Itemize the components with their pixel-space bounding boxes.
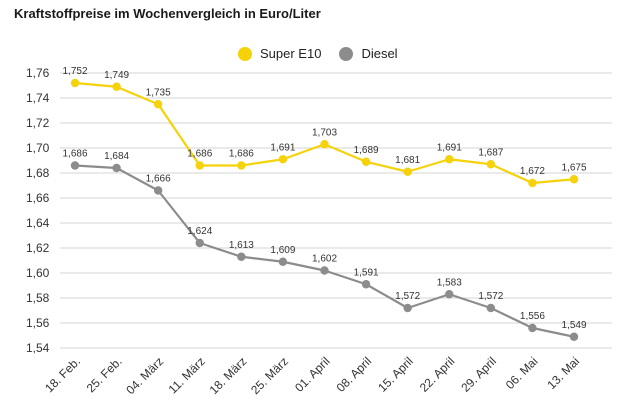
- data-label-diesel: 1,549: [561, 320, 586, 331]
- x-tick-label: 29. April: [458, 354, 499, 395]
- x-tick-label: 08. April: [334, 354, 375, 395]
- data-point-diesel: [569, 332, 579, 341]
- x-tick-label: 04. März: [123, 354, 166, 397]
- data-label-diesel: 1,609: [270, 245, 295, 256]
- data-label-diesel: 1,666: [146, 174, 171, 185]
- y-tick-label: 1,74: [26, 91, 50, 105]
- data-point-super: [445, 155, 454, 164]
- data-label-super: 1,752: [62, 66, 87, 77]
- data-label-diesel: 1,572: [395, 291, 420, 302]
- data-point-diesel: [403, 303, 412, 313]
- data-label-super: 1,735: [146, 87, 171, 98]
- y-tick-label: 1,58: [26, 291, 50, 305]
- data-point-super: [195, 161, 204, 170]
- data-label-super: 1,686: [187, 149, 212, 160]
- data-point-super: [237, 161, 246, 170]
- data-point-super: [403, 167, 412, 176]
- chart-title: Kraftstoffpreise im Wochenvergleich in E…: [14, 6, 321, 21]
- data-label-super: 1,687: [478, 147, 503, 158]
- x-tick-label: 15. April: [375, 354, 416, 395]
- data-point-diesel: [153, 186, 163, 195]
- legend-item-diesel: Diesel: [339, 46, 398, 61]
- x-tick-label: 25. März: [248, 354, 291, 397]
- y-tick-label: 1,56: [26, 316, 50, 330]
- data-label-diesel: 1,624: [187, 226, 212, 237]
- data-point-diesel: [195, 238, 204, 248]
- data-label-diesel: 1,686: [62, 149, 87, 160]
- data-label-diesel: 1,591: [354, 267, 379, 278]
- y-tick-label: 1,72: [26, 116, 50, 130]
- legend-label-super: Super E10: [260, 46, 322, 61]
- x-tick-label: 01. April: [292, 354, 333, 395]
- data-label-super: 1,681: [395, 155, 420, 166]
- data-label-super: 1,675: [561, 162, 586, 173]
- data-label-super: 1,703: [312, 127, 337, 138]
- data-point-diesel: [528, 323, 537, 333]
- x-tick-label: 18. Feb.: [42, 354, 83, 395]
- data-point-super: [112, 82, 121, 91]
- y-tick-label: 1,70: [26, 141, 50, 155]
- series-line-diesel: [74, 164, 575, 338]
- data-point-super: [278, 155, 288, 164]
- data-label-diesel: 1,684: [104, 151, 129, 162]
- y-tick-label: 1,60: [26, 266, 50, 280]
- data-label-super: 1,691: [270, 142, 295, 153]
- data-point-super: [153, 100, 163, 109]
- data-label-diesel: 1,583: [437, 277, 462, 288]
- y-tick-label: 1,64: [26, 216, 50, 230]
- data-point-diesel: [112, 163, 121, 173]
- data-label-super: 1,686: [229, 149, 254, 160]
- legend-item-super: Super E10: [238, 46, 321, 61]
- data-point-diesel: [70, 161, 80, 170]
- x-tick-label: 13. Mai: [544, 354, 582, 392]
- data-point-super: [70, 78, 80, 88]
- data-point-super: [320, 140, 329, 149]
- data-point-diesel: [320, 266, 329, 275]
- data-point-diesel: [237, 252, 246, 261]
- y-tick-label: 1,68: [26, 166, 50, 180]
- data-point-diesel: [361, 280, 371, 289]
- legend-dot-diesel: [339, 46, 354, 61]
- data-point-super: [361, 157, 371, 166]
- data-label-diesel: 1,572: [478, 291, 503, 302]
- data-label-super: 1,672: [520, 166, 545, 177]
- x-tick-label: 06. Mai: [503, 354, 541, 392]
- y-tick-label: 1,66: [26, 191, 50, 205]
- data-label-diesel: 1,556: [520, 311, 545, 322]
- data-label-diesel: 1,613: [229, 240, 254, 251]
- legend: Super E10 Diesel: [238, 46, 416, 61]
- data-point-diesel: [486, 303, 496, 313]
- x-tick-label: 25. Feb.: [84, 354, 125, 395]
- x-tick-label: 11. März: [166, 354, 208, 396]
- data-point-super: [486, 160, 496, 169]
- data-label-super: 1,691: [437, 142, 462, 153]
- x-tick-label: 18. März: [207, 354, 250, 397]
- data-point-diesel: [445, 290, 454, 299]
- legend-dot-super: [238, 46, 252, 61]
- y-tick-label: 1,76: [26, 66, 50, 80]
- legend-label-diesel: Diesel: [361, 46, 398, 61]
- data-label-diesel: 1,602: [312, 254, 337, 265]
- y-tick-label: 1,62: [26, 241, 50, 255]
- x-tick-label: 22. April: [417, 354, 458, 395]
- y-tick-label: 1,54: [26, 341, 50, 355]
- data-label-super: 1,749: [104, 70, 129, 81]
- data-label-super: 1,689: [354, 145, 379, 156]
- data-point-super: [569, 175, 579, 184]
- data-point-super: [528, 178, 537, 188]
- data-point-diesel: [278, 257, 288, 266]
